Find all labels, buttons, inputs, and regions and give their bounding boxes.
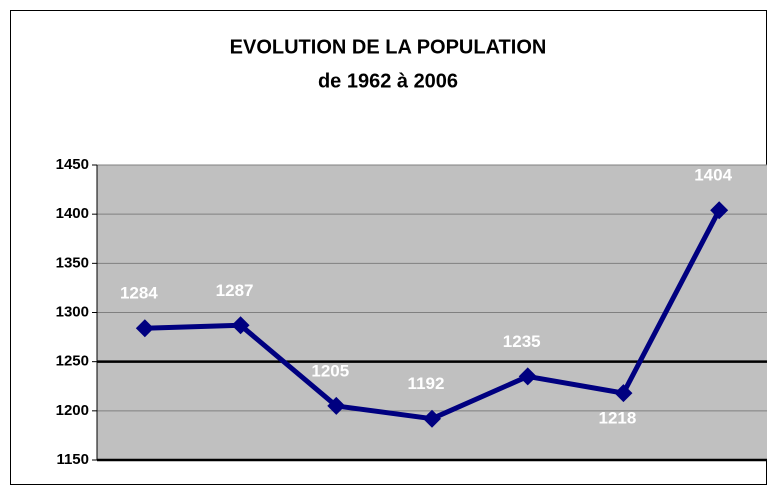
y-tick-label: 1400 [56, 205, 89, 222]
data-label: 1235 [503, 332, 541, 351]
data-point [518, 367, 537, 386]
y-tick-label: 1150 [56, 451, 89, 468]
data-label: 1404 [694, 166, 732, 185]
chart-title: EVOLUTION DE LA POPULATION [230, 36, 547, 58]
data-point [423, 409, 441, 428]
data-label: 1284 [120, 284, 158, 303]
data-label: 1287 [216, 281, 254, 300]
data-point [135, 319, 154, 338]
data-point [614, 384, 633, 403]
y-tick-label: 1250 [56, 353, 89, 370]
y-tick-label: 1300 [56, 303, 89, 320]
y-tick-label: 1200 [56, 402, 89, 419]
data-point [710, 201, 729, 220]
data-label: 1218 [599, 409, 637, 428]
chart-subtitle: de 1962 à 2006 [318, 70, 458, 92]
y-tick-label: 1450 [56, 156, 89, 173]
y-tick-label: 1350 [56, 254, 89, 271]
data-label: 1205 [311, 361, 349, 380]
data-label: 1192 [408, 374, 445, 393]
data-point [327, 396, 346, 415]
data-point [231, 316, 250, 335]
